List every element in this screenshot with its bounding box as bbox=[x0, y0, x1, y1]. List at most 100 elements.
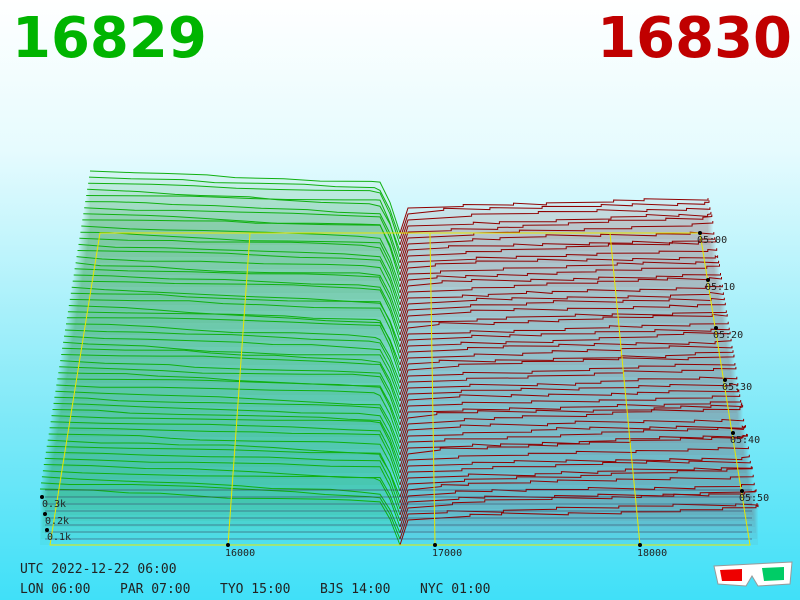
price-label: 16000 bbox=[225, 548, 255, 559]
bid-curve bbox=[49, 427, 401, 486]
depth-fill bbox=[72, 281, 400, 341]
bid-curve bbox=[52, 409, 401, 468]
ask-curve bbox=[399, 255, 719, 294]
bid-curve bbox=[62, 347, 401, 408]
bid-curve bbox=[60, 360, 401, 420]
ask-curve bbox=[399, 207, 711, 246]
depth-fill bbox=[400, 310, 727, 347]
ask-curve bbox=[399, 504, 759, 546]
depth-fill bbox=[70, 293, 401, 353]
bid-curve bbox=[56, 384, 401, 444]
bid-curve bbox=[45, 451, 401, 510]
floor bbox=[49, 232, 751, 546]
bid-curve bbox=[44, 457, 401, 516]
ask-curve bbox=[399, 446, 749, 486]
bid-curve bbox=[79, 237, 401, 300]
bid-curve bbox=[41, 476, 401, 534]
depth-fill bbox=[400, 446, 749, 485]
depth-fill bbox=[400, 255, 718, 293]
tick-dot bbox=[40, 495, 44, 499]
time-label: 05:40 bbox=[730, 435, 760, 446]
depth-fill bbox=[55, 391, 401, 449]
city-clock: TYO 15:00 bbox=[220, 582, 290, 597]
ask-curve bbox=[399, 388, 740, 426]
depth-fill bbox=[62, 348, 400, 407]
depth-fill bbox=[40, 489, 400, 545]
tick-dot bbox=[706, 278, 710, 282]
ask-curve bbox=[399, 331, 731, 372]
depth-fill bbox=[400, 434, 748, 479]
time-label: 05:30 bbox=[722, 382, 752, 393]
utc-time: UTC 2022-12-22 06:00 bbox=[20, 562, 177, 577]
time-label: 05:10 bbox=[705, 282, 735, 293]
ask-curve bbox=[399, 482, 755, 522]
depth-fill bbox=[61, 354, 401, 413]
ask-curve bbox=[399, 489, 756, 528]
bid-curve bbox=[51, 415, 401, 474]
bid-curve bbox=[42, 470, 401, 528]
depth-fill bbox=[400, 474, 754, 515]
tick-dot bbox=[723, 378, 727, 382]
depth-fill bbox=[71, 287, 400, 347]
bid-curve bbox=[75, 262, 401, 324]
tick-dot bbox=[740, 489, 744, 493]
ask-curve bbox=[399, 237, 716, 276]
bid-curve bbox=[65, 323, 401, 384]
depth-fill bbox=[400, 345, 733, 383]
bid-curve bbox=[84, 207, 401, 270]
bid-curve bbox=[69, 298, 401, 360]
depth-fill bbox=[59, 366, 400, 425]
city-clock: PAR 07:00 bbox=[120, 582, 190, 597]
tick-dot bbox=[714, 326, 718, 330]
ask-curve bbox=[399, 297, 725, 336]
ask-curve bbox=[399, 404, 744, 450]
tick-dot bbox=[45, 528, 49, 532]
ask-curve bbox=[399, 366, 737, 408]
bid-curve bbox=[78, 243, 401, 306]
ask-curve bbox=[399, 354, 735, 396]
bid-curve bbox=[89, 170, 401, 234]
depth-fill bbox=[65, 323, 400, 383]
depth-fill bbox=[400, 394, 740, 431]
tick-dot bbox=[698, 231, 702, 235]
ask-curve bbox=[399, 221, 714, 264]
ask-curve bbox=[399, 239, 717, 282]
ask-curve bbox=[399, 310, 727, 348]
depth-fill bbox=[400, 425, 746, 467]
depth-fill bbox=[54, 397, 401, 455]
depth-fill bbox=[87, 189, 400, 251]
depth-fill bbox=[83, 213, 401, 275]
bid-price: 16829 bbox=[12, 6, 207, 71]
bid-curve bbox=[55, 390, 401, 450]
ask-curve bbox=[399, 273, 721, 312]
tick-dot bbox=[226, 543, 230, 547]
time-label: 05:00 bbox=[697, 235, 727, 246]
bid-curve bbox=[73, 274, 401, 336]
city-clock: BJS 14:00 bbox=[320, 582, 390, 597]
bid-curve bbox=[61, 354, 401, 414]
bid-curve bbox=[88, 182, 401, 246]
ask-curve bbox=[399, 264, 720, 306]
bid-curve bbox=[82, 219, 401, 282]
bid-curve bbox=[47, 439, 401, 498]
bid-curve bbox=[74, 268, 401, 330]
ask-curve bbox=[399, 433, 747, 474]
bid-curve bbox=[46, 445, 401, 504]
depth-label: 0.3k bbox=[42, 499, 66, 510]
bid-curve bbox=[54, 396, 401, 456]
floor-line bbox=[429, 232, 436, 546]
bid-curve bbox=[87, 188, 401, 252]
ask-curve bbox=[399, 418, 745, 456]
bid-curve bbox=[43, 464, 401, 522]
ask-curve bbox=[399, 454, 750, 492]
ask-curve bbox=[399, 434, 748, 480]
bid-curve bbox=[57, 378, 401, 438]
depth-fill bbox=[400, 350, 733, 389]
ask-curve bbox=[399, 400, 742, 438]
depth-fill bbox=[400, 221, 713, 263]
price-label: 17000 bbox=[432, 548, 462, 559]
ask-curve bbox=[399, 211, 712, 252]
ask-curve bbox=[399, 460, 751, 498]
bid-curve bbox=[63, 335, 401, 396]
